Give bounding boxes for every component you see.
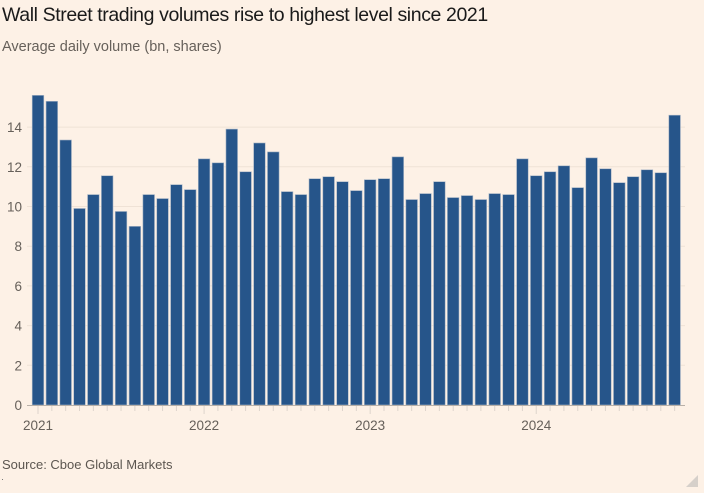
x-axis: 2021 2022 2023 2024 [23,405,685,433]
x-tick-label: 2024 [521,418,552,433]
y-tick-label: 10 [7,200,22,215]
bar-2024-10 [654,172,667,406]
bar-2024-04 [571,187,584,406]
bar-2024-03 [557,165,571,406]
x-tick-label: 2022 [189,418,219,433]
bar-2024-11 [668,114,681,406]
bar-2022-01 [197,158,211,406]
bar-2021-08 [128,226,141,406]
bar-2021-04 [73,208,86,406]
y-tick-label: 4 [14,319,22,334]
bar-2023-06 [433,181,446,406]
bar-2023-10 [488,193,501,406]
bar-2022-07 [281,191,294,406]
bar-2023-09 [474,199,487,406]
bar-2024-07 [613,182,626,406]
bar-2023-12 [516,158,529,406]
bar-2023-07 [447,197,460,406]
bar-2021-01 [31,95,45,406]
y-tick-label: 2 [14,358,22,373]
bar-2021-10 [156,198,169,406]
bar-2022-02 [211,162,225,406]
bar-2022-03 [225,128,238,406]
bar-2022-12 [350,190,363,406]
bar-2023-05 [419,193,432,406]
x-tick-label: 2023 [355,418,385,433]
bar-2022-09 [308,178,321,406]
chart-title: Wall Street trading volumes rise to high… [2,4,488,26]
bar-2023-01 [364,179,377,406]
bar-2023-03 [391,156,404,406]
bar-2024-08 [627,176,640,406]
bar-2021-03 [59,139,72,406]
y-tick-label: 6 [14,279,22,294]
bar-2021-06 [101,175,114,406]
x-tick-label: 2021 [23,418,53,433]
bar-2024-02 [543,171,557,406]
bar-2022-05 [253,142,266,406]
bar-chart: 0 2 4 6 8 10 12 14 2021 2022 2023 2024 [7,95,685,433]
chart-subtitle: Average daily volume (bn, shares) [2,39,222,55]
y-tick-label: 12 [7,160,22,175]
source-note: Source: Cboe Global Markets [2,457,173,472]
bar-2024-09 [640,169,654,406]
bar-2023-02 [377,178,391,406]
bar-2022-04 [239,171,252,406]
bar-2021-07 [114,211,128,406]
bars [31,95,681,406]
bar-2022-08 [294,194,308,406]
resize-grip-icon[interactable] [686,475,698,487]
bar-2021-02 [45,100,58,406]
bar-2024-01 [530,175,543,406]
y-tick-label: 8 [14,239,22,254]
bar-2024-06 [599,168,612,406]
bar-2022-06 [267,151,280,406]
bar-2021-11 [170,184,183,406]
y-axis-ticks: 0 2 4 6 8 10 12 14 [7,120,23,413]
bar-2021-09 [142,194,155,406]
bar-2023-11 [502,194,515,406]
y-tick-label: 0 [14,398,22,413]
y-tick-label: 14 [7,120,23,135]
bar-2024-05 [585,157,598,406]
bar-2023-08 [460,195,474,406]
bar-2021-12 [184,189,197,406]
decorative-dot [2,479,3,480]
bar-2022-11 [336,181,349,406]
bar-2022-10 [322,176,335,406]
bar-2021-05 [87,194,100,406]
bar-2023-04 [405,199,418,406]
